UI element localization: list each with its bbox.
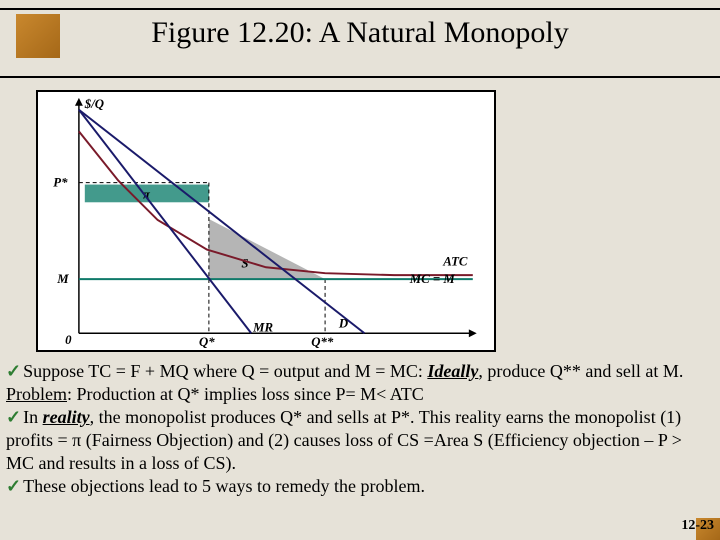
t2a: In <box>23 407 43 427</box>
mc-label: MC = M <box>409 272 456 286</box>
bullet-3: ✓These objections lead to 5 ways to reme… <box>6 475 706 498</box>
monopoly-graph: $/Q 0 π S P* M Q* Q** D MR <box>36 90 496 352</box>
s-region <box>209 219 325 279</box>
x-axis-arrow <box>469 329 477 337</box>
slide-root: Figure 12.20: A Natural Monopoly $/Q 0 π… <box>0 0 720 540</box>
mr-line <box>79 110 251 334</box>
atc-label: ATC <box>442 254 468 268</box>
m-label: M <box>56 272 69 286</box>
bullet-1: ✓Suppose TC = F + MQ where Q = output an… <box>6 360 706 406</box>
pstar-label: P* <box>53 176 68 190</box>
demand-label: D <box>338 316 348 330</box>
t1a: Suppose TC = F + MQ where Q = output and… <box>23 361 427 381</box>
atc-curve <box>79 131 473 275</box>
t1e: : Production at Q* implies loss since P=… <box>67 384 424 404</box>
slide-title: Figure 12.20: A Natural Monopoly <box>0 16 720 50</box>
t1d: Problem <box>6 384 67 404</box>
t1c: , produce Q** and sell at M. <box>478 361 683 381</box>
qstar-label: Q* <box>199 335 215 349</box>
page-number: 12-23 <box>681 518 714 534</box>
demand-line <box>79 110 365 334</box>
check-icon: ✓ <box>6 476 21 496</box>
t2b: reality <box>43 407 90 427</box>
origin-label: 0 <box>65 333 72 347</box>
check-icon: ✓ <box>6 361 21 381</box>
title-bottom-rule <box>0 76 720 78</box>
mr-label: MR <box>252 320 273 334</box>
title-top-rule <box>0 8 720 10</box>
y-axis-arrow <box>75 98 83 106</box>
qstarstar-label: Q** <box>311 335 334 349</box>
check-icon: ✓ <box>6 407 21 427</box>
y-axis-label: $/Q <box>84 97 104 111</box>
t2c: , the monopolist produces Q* and sells a… <box>6 407 682 473</box>
t3: These objections lead to 5 ways to remed… <box>23 476 425 496</box>
graph-svg: $/Q 0 π S P* M Q* Q** D MR <box>38 92 494 350</box>
bullet-2: ✓In reality, the monopolist produces Q* … <box>6 406 706 475</box>
body-text: ✓Suppose TC = F + MQ where Q = output an… <box>6 360 706 498</box>
t1b: Ideally <box>427 361 478 381</box>
s-label: S <box>241 256 248 270</box>
